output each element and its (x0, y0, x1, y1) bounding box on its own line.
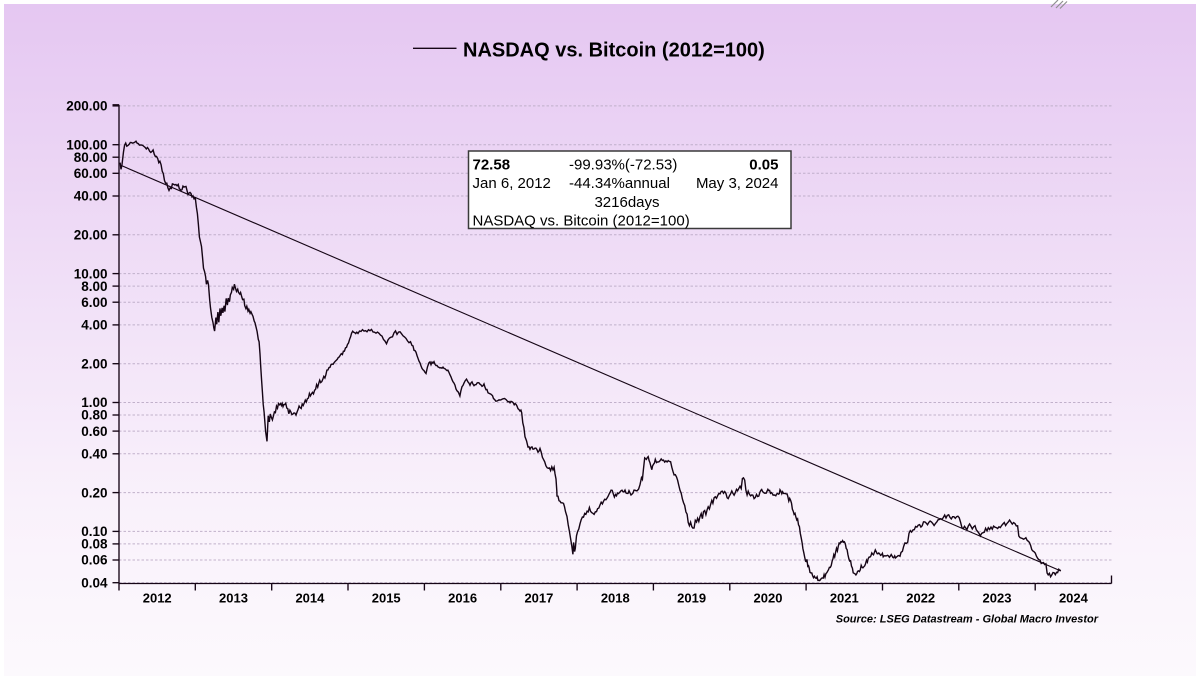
svg-text:0.06: 0.06 (81, 553, 108, 568)
svg-text:May 3, 2024: May 3, 2024 (696, 175, 779, 192)
svg-text:2022: 2022 (906, 591, 935, 606)
svg-text:2021: 2021 (830, 591, 859, 606)
svg-text:0.40: 0.40 (81, 447, 107, 462)
svg-text:40.00: 40.00 (74, 189, 108, 204)
svg-text:2.00: 2.00 (81, 356, 107, 371)
svg-text:2024: 2024 (1059, 591, 1089, 606)
svg-text:0.05: 0.05 (749, 157, 778, 174)
svg-text:Source: LSEG Datastream - Glob: Source: LSEG Datastream - Global Macro I… (836, 614, 1099, 626)
svg-text:-44.34%annual: -44.34%annual (569, 175, 670, 192)
svg-text:1.00: 1.00 (81, 395, 107, 410)
svg-text:2014: 2014 (295, 591, 325, 606)
svg-text:2019: 2019 (677, 591, 706, 606)
svg-text:8.00: 8.00 (81, 279, 107, 294)
svg-text:10.00: 10.00 (74, 266, 108, 281)
svg-text:0.80: 0.80 (81, 408, 107, 423)
svg-text:2013: 2013 (219, 591, 248, 606)
svg-text:0.04: 0.04 (81, 575, 108, 590)
svg-text:3216days: 3216days (594, 194, 659, 211)
svg-text:60.00: 60.00 (74, 166, 108, 181)
svg-text:0.20: 0.20 (81, 485, 107, 500)
svg-text:2017: 2017 (524, 591, 553, 606)
svg-text:NASDAQ vs. Bitcoin (2012=100): NASDAQ vs. Bitcoin (2012=100) (473, 213, 690, 230)
svg-text:4.00: 4.00 (81, 318, 107, 333)
svg-text:2015: 2015 (372, 591, 401, 606)
svg-text:72.58: 72.58 (473, 157, 511, 174)
svg-text:2020: 2020 (754, 591, 783, 606)
svg-text:100.00: 100.00 (66, 137, 107, 152)
svg-text:6.00: 6.00 (81, 295, 107, 310)
svg-text:-99.93%(-72.53): -99.93%(-72.53) (569, 157, 677, 174)
svg-text:2023: 2023 (983, 591, 1012, 606)
svg-text:2018: 2018 (601, 591, 630, 606)
svg-text:80.00: 80.00 (74, 150, 108, 165)
svg-text:0.08: 0.08 (81, 537, 108, 552)
svg-text:2016: 2016 (448, 591, 477, 606)
svg-text:2012: 2012 (143, 591, 172, 606)
svg-text:0.60: 0.60 (81, 424, 107, 439)
svg-text:Jan 6, 2012: Jan 6, 2012 (473, 175, 551, 192)
svg-text:200.00: 200.00 (66, 99, 107, 114)
svg-text:0.10: 0.10 (81, 524, 107, 539)
svg-text:NASDAQ vs. Bitcoin (2012=100): NASDAQ vs. Bitcoin (2012=100) (463, 39, 765, 61)
svg-text:20.00: 20.00 (74, 228, 108, 243)
